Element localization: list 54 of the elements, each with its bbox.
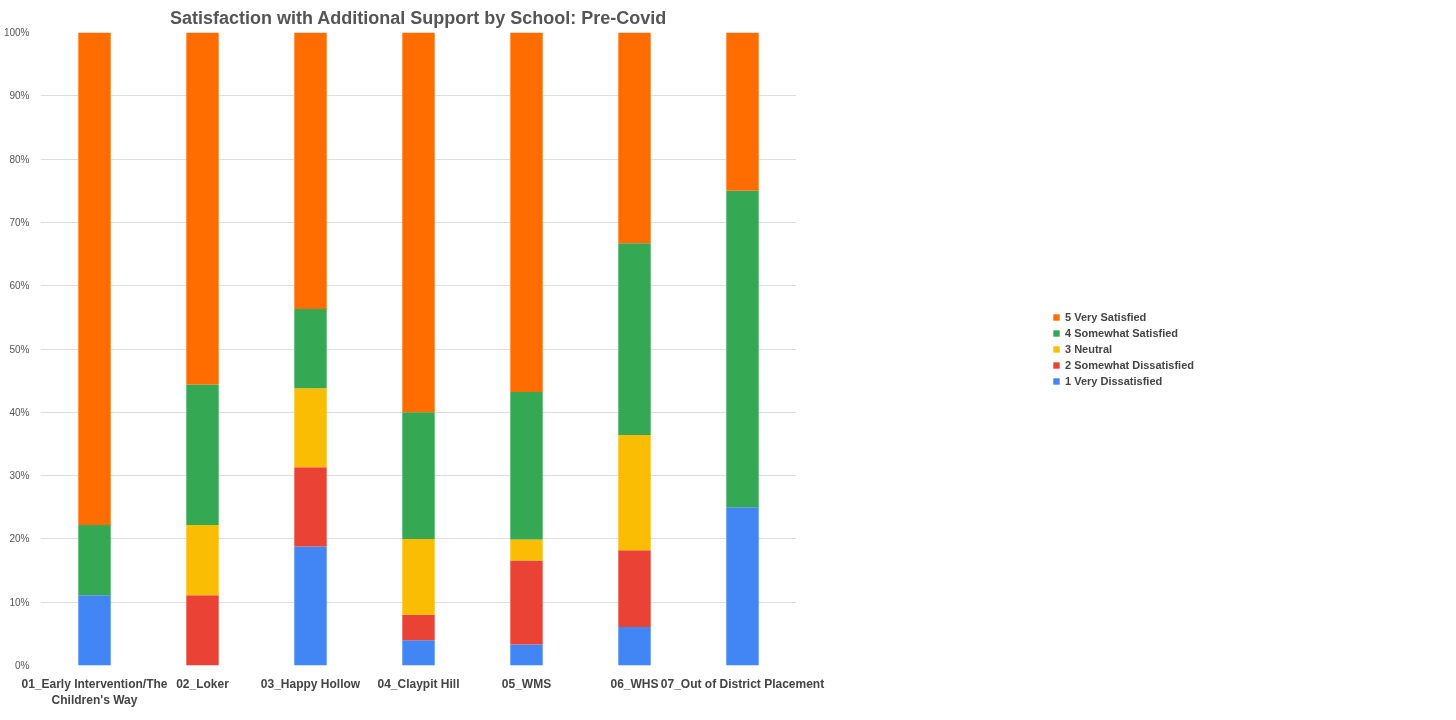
bar <box>402 614 435 641</box>
bar <box>294 467 327 547</box>
bar <box>726 507 759 666</box>
legend-label: 3 Neutral <box>1065 342 1113 355</box>
x-tick-label: 07_Out of District Placement <box>660 676 825 691</box>
bar <box>618 32 651 244</box>
bar <box>510 560 543 645</box>
bar <box>294 546 327 666</box>
bar <box>294 32 327 310</box>
y-tick-label: 30% <box>9 470 30 482</box>
bar <box>78 595 111 666</box>
y-tick-label: 80% <box>9 153 30 165</box>
x-tick-label: 05_WMS <box>501 676 552 691</box>
bar <box>186 524 219 596</box>
bar <box>618 435 651 551</box>
x-tick-label: 03_Happy Hollow <box>260 676 361 691</box>
bar <box>186 32 219 385</box>
bar <box>294 309 327 389</box>
bar <box>726 190 759 508</box>
bar <box>186 384 219 525</box>
legend-label: 4 Somewhat Satisfied <box>1065 326 1179 339</box>
bar <box>726 32 759 191</box>
y-tick-label: 100% <box>3 27 30 38</box>
bar <box>294 388 327 468</box>
x-tick-label: 01_Early Intervention/The Children's Way <box>21 676 168 708</box>
legend-label: 2 Somewhat Dissatisfied <box>1065 358 1194 371</box>
y-tick-label: 70% <box>9 216 30 228</box>
bar <box>402 32 435 413</box>
bar <box>402 412 435 539</box>
bar <box>618 550 651 627</box>
bar <box>402 538 435 615</box>
legend-label: 1 Very Dissatisfied <box>1065 374 1163 387</box>
x-tick-label: 02_Loker <box>176 676 230 691</box>
y-tick-label: 10% <box>9 596 30 608</box>
chart-title: Satisfaction with Additional Support by School: Pre-Covid <box>169 7 667 28</box>
bar <box>618 243 651 436</box>
bar <box>510 392 543 540</box>
bar <box>510 644 543 666</box>
x-tick-label: 04_Claypit Hill <box>377 676 460 691</box>
bar <box>510 32 543 393</box>
legend-label: 5 Very Satisfied <box>1065 310 1147 323</box>
bar <box>78 32 111 525</box>
y-tick-label: 20% <box>9 533 30 545</box>
bar <box>402 640 435 666</box>
y-tick-label: 40% <box>9 406 30 418</box>
y-tick-label: 90% <box>9 90 30 102</box>
bar <box>618 626 651 666</box>
bar <box>78 524 111 596</box>
bar <box>186 595 219 666</box>
y-tick-label: 0% <box>15 660 30 671</box>
y-tick-label: 50% <box>9 343 30 355</box>
x-tick-label: 06_WHS <box>610 676 659 691</box>
y-tick-label: 60% <box>9 280 30 292</box>
bar <box>510 539 543 561</box>
